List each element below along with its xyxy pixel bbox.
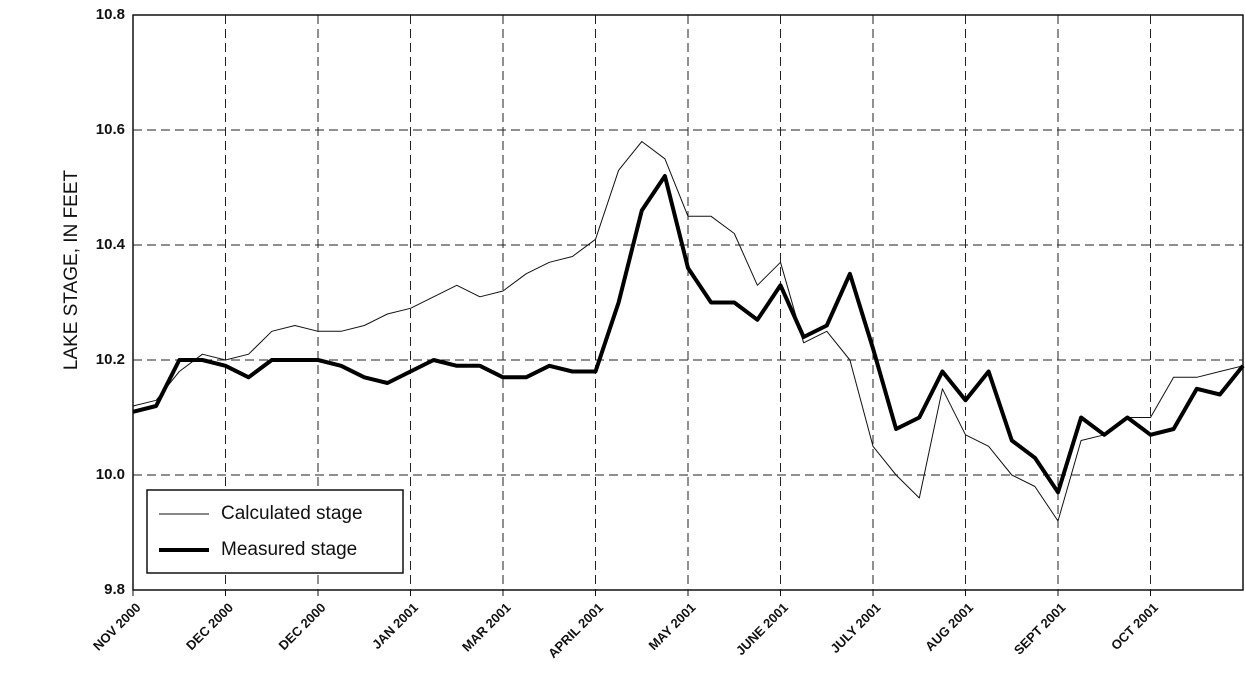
legend-box — [146, 489, 404, 574]
x-tick-label: SEPT 2001 — [1011, 600, 1069, 658]
y-tick-label: 10.2 — [96, 351, 125, 368]
plot-frame — [132, 14, 1244, 591]
y-tick-label: 10.4 — [96, 236, 126, 253]
legend-label: Calculated stage — [221, 503, 363, 524]
x-tick-label: APRIL 2001 — [545, 600, 606, 661]
x-tick-label: OCT 2001 — [1108, 600, 1161, 653]
x-tick-label: AUG 2001 — [922, 600, 976, 654]
series-line — [132, 174, 1245, 495]
x-tick-label: JULY 2001 — [827, 600, 883, 656]
x-tick-label: NOV 2000 — [90, 600, 144, 654]
x-tick-label: JUNE 2001 — [733, 600, 791, 658]
y-tick-label: 10.6 — [96, 121, 125, 138]
y-tick-label: 10.8 — [96, 6, 125, 23]
x-tick-label: JAN 2001 — [369, 600, 421, 652]
y-tick-label: 9.8 — [104, 581, 125, 598]
legend-label: Measured stage — [221, 539, 357, 560]
series-line — [132, 141, 1244, 522]
x-tick-label: MAR 2001 — [459, 600, 514, 655]
x-tick-label: DEC 2000 — [276, 600, 329, 653]
x-tick-label: DEC 2000 — [183, 600, 236, 653]
y-tick-label: 10.0 — [96, 466, 125, 483]
y-axis-label: LAKE STAGE, IN FEET — [61, 169, 82, 370]
x-tick-label: MAY 2001 — [646, 600, 699, 653]
